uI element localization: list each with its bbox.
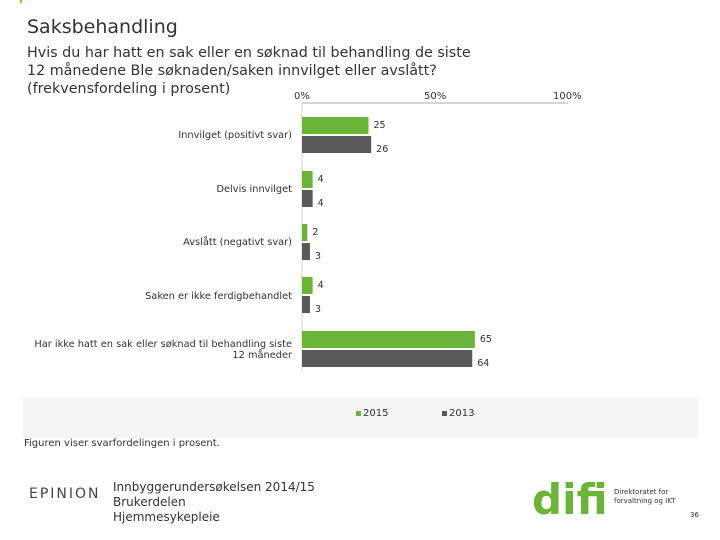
category-label: Saken er ikke ferdigbehandlet [145,291,292,302]
tick-label-100: 100% [553,91,582,102]
legend-swatch-2013 [442,410,447,416]
footer-text: Innbyggerundersøkelsen 2014/15 Brukerdel… [113,480,315,524]
legend-panel [23,398,698,438]
legend-swatch-2015 [356,410,361,416]
data-label-2013-4: 64 [477,358,489,369]
bar-2015-4 [302,331,475,348]
data-label-2013-0: 26 [376,144,388,155]
bar-2015-0 [302,117,369,134]
difi-wordmark: difi [532,478,608,520]
category-label: Avslått (negativt svar) [183,237,292,248]
question-line: Hvis du har hatt en sak eller en søknad … [27,45,471,61]
tick-label-50: 50% [424,91,447,102]
data-label-2015-2: 2 [312,227,318,238]
legend-item-2013: 2013 [442,408,474,419]
bar-2015-2 [302,224,308,241]
data-label-2015-0: 25 [374,120,386,131]
category-label: Delvis innvilget [216,184,292,195]
category-label: Innvilget (positivt svar) [178,130,292,141]
page-title: Saksbehandling [27,16,178,38]
page-number: 36 [690,511,699,519]
bar-2015-3 [302,277,313,294]
legend-item-2015: 2015 [356,408,388,419]
question-line: (frekvensfordeling i prosent) [27,81,231,97]
data-label-2015-1: 4 [318,174,324,185]
data-label-2013-3: 3 [315,304,321,315]
bar-2013-4 [302,350,473,367]
bar-2013-2 [302,243,310,260]
tick-label-0: 0% [294,91,310,102]
data-label-2013-2: 3 [315,251,321,262]
epinion-logo: EPINION [29,486,101,502]
bar-chart: 25 4 2 4 65 26 4 3 3 64 [301,102,568,372]
figure-caption: Figuren viser svarfordelingen i prosent. [24,438,220,449]
bar-2015-1 [302,171,313,188]
data-label-2015-3: 4 [318,280,324,291]
difi-text: Direktoratet for forvaltning og IKT [614,488,676,505]
question-line: 12 månedene Ble søknaden/saken innvilget… [27,63,437,79]
bar-2013-3 [302,296,310,313]
category-label: Har ikke hatt en sak eller søknad til be… [34,339,292,361]
difi-logo: difi [532,478,608,520]
accent-mark [20,0,22,3]
data-label-2013-1: 4 [318,198,324,209]
data-label-2015-4: 65 [480,334,492,345]
bar-2013-0 [302,136,372,153]
bar-2013-1 [302,190,313,207]
question-text: Hvis du har hatt en sak eller en søknad … [27,44,471,98]
